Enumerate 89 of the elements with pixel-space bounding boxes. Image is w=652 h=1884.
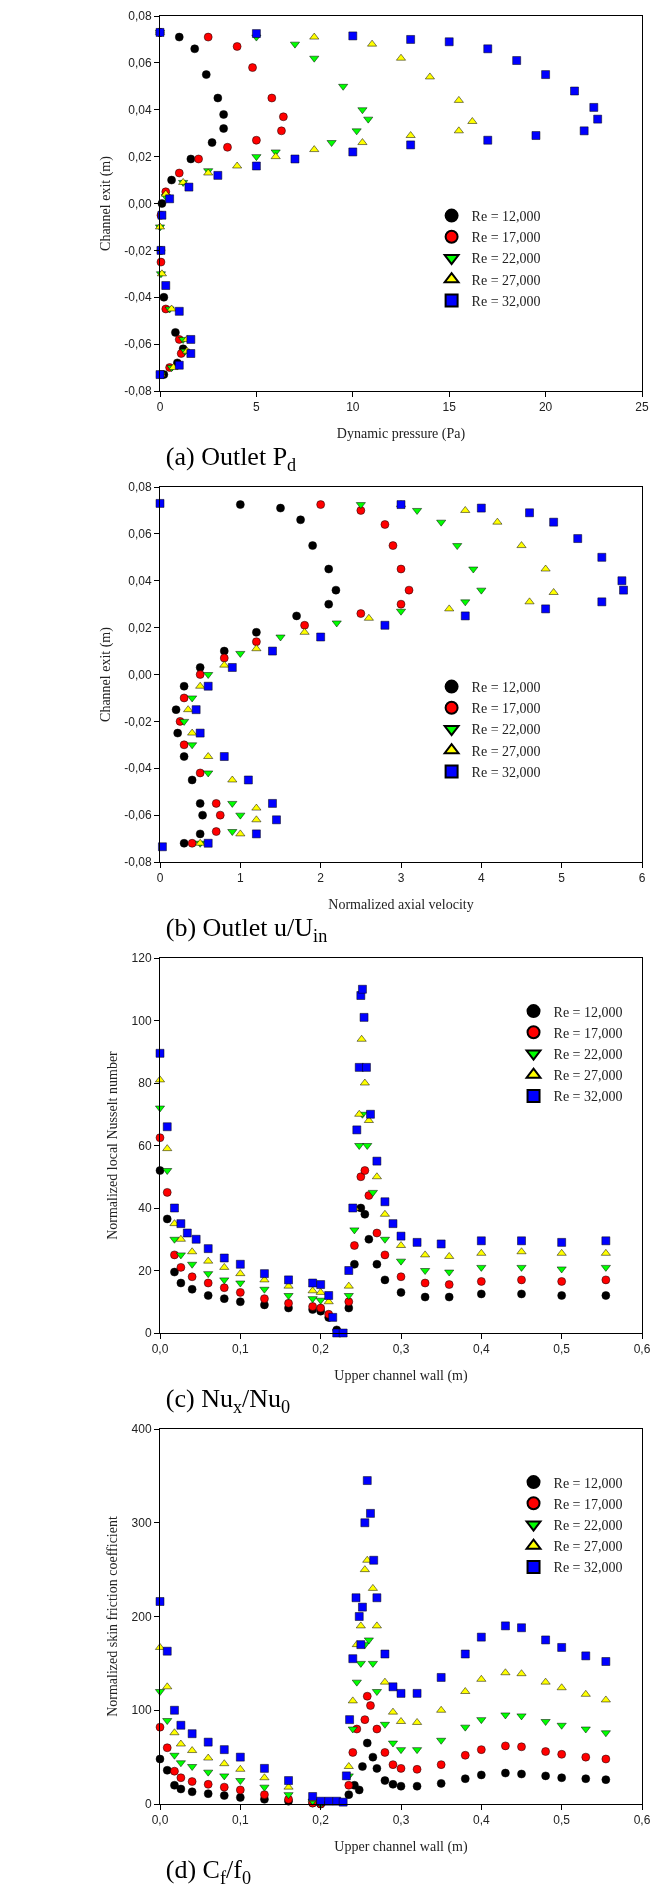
legend-label: Re = 27,000 [553,1539,623,1555]
y-tick-label: 0,06 [128,56,152,71]
legend-label: Re = 22,000 [471,251,541,267]
x-axis-title: Upper channel wall (m) [334,1367,468,1384]
x-tick-label: 0,1 [231,1342,249,1357]
x-tick-label: 0 [156,400,164,415]
legend-label: Re = 17,000 [553,1496,623,1512]
x-tick-label: 0,2 [312,1813,330,1828]
x-tick-label: 25 [635,400,649,415]
x-tick-label: 0 [156,871,164,886]
x-tick-label: 4 [477,871,485,886]
legend-label: Re = 12,000 [553,1475,623,1491]
y-tick-label: -0,06 [124,337,152,352]
y-tick-label: 120 [131,951,152,966]
legend-label: Re = 22,000 [553,1517,623,1533]
y-tick-label: 20 [138,1263,152,1278]
x-tick-label: 0,3 [392,1813,410,1828]
y-tick-label: 0,08 [128,480,152,495]
x-tick-label: 0,1 [231,1813,249,1828]
y-tick-label: 0 [144,1797,152,1812]
x-tick-label: 1 [236,871,244,886]
y-tick-label: 0,04 [128,102,152,117]
x-tick-label: 2 [317,871,325,886]
x-tick-label: 0,0 [151,1342,169,1357]
text: (d) C$_{f}$/f$_{0}$ [165,1855,251,1884]
x-tick-label: 0,6 [633,1813,651,1828]
x-tick-label: 0,3 [392,1342,410,1357]
legend-label: Re = 17,000 [471,230,541,246]
y-axis-title: Normalized skin friction coefficient [105,1516,121,1717]
y-tick-label: -0,06 [124,808,152,823]
legend-label: Re = 32,000 [471,764,541,780]
legend-label: Re = 27,000 [553,1068,623,1084]
text: (a) Outlet P$_{d}$ [165,442,297,475]
x-axis-title: Normalized axial velocity [328,896,474,912]
x-tick-label: 0,5 [553,1342,571,1357]
text: (b) Outlet u/U$_{in}$ [165,913,328,946]
y-tick-label: 0,00 [128,196,152,211]
y-axis-title: Channel exit (m) [97,626,114,722]
y-axis-title: Channel exit (m) [97,155,114,251]
y-tick-label: 200 [131,1609,152,1624]
x-tick-label: 0,6 [633,1342,651,1357]
legend-label: Re = 22,000 [553,1046,623,1062]
y-tick-label: 0,06 [128,527,152,542]
y-tick-label: 60 [138,1138,152,1153]
x-axis-title: Dynamic pressure (Pa) [336,425,466,442]
x-tick-label: 3 [397,871,405,886]
legend-label: Re = 12,000 [553,1004,623,1020]
x-tick-label: 0,0 [151,1813,169,1828]
legend-label: Re = 32,000 [553,1560,623,1576]
y-tick-label: 0,02 [128,620,152,635]
y-tick-label: 0,04 [128,573,152,588]
y-tick-label: 0,02 [128,149,152,164]
x-axis-title: Upper channel wall (m) [334,1838,468,1855]
y-tick-label: -0,04 [124,761,152,776]
y-tick-label: 400 [131,1422,152,1437]
y-tick-label: 300 [131,1515,152,1530]
legend-label: Re = 12,000 [471,209,541,225]
x-tick-label: 0,2 [312,1342,330,1357]
x-tick-label: 0,5 [553,1813,571,1828]
legend-label: Re = 17,000 [471,701,541,717]
legend-label: Re = 32,000 [471,293,541,309]
text: (c) Nu$_{x}$/Nu$_{0}$ [165,1384,291,1417]
y-tick-label: 40 [138,1201,152,1216]
y-tick-label: 0,00 [128,667,152,682]
y-tick-label: -0,08 [124,384,152,399]
y-tick-label: 0,08 [128,9,152,24]
x-tick-label: 5 [253,400,261,415]
x-tick-label: 6 [638,871,646,886]
legend-label: Re = 17,000 [553,1025,623,1041]
x-tick-label: 10 [346,400,360,415]
legend-label: Re = 32,000 [553,1089,623,1105]
x-tick-label: 20 [538,400,553,415]
y-axis-title: Normalized local Nusselt number [105,1050,121,1240]
x-tick-label: 5 [558,871,566,886]
y-tick-label: 100 [131,1013,152,1028]
y-tick-label: -0,04 [124,290,152,305]
legend-label: Re = 27,000 [471,272,541,288]
legend-label: Re = 22,000 [471,722,541,738]
x-tick-label: 15 [442,400,457,415]
x-tick-label: 0,4 [472,1813,490,1828]
legend-label: Re = 27,000 [471,743,541,759]
y-tick-label: 80 [138,1076,152,1091]
y-tick-label: -0,08 [124,855,152,870]
legend-label: Re = 12,000 [471,680,541,696]
y-tick-label: 0 [144,1326,152,1341]
y-tick-label: -0,02 [124,714,152,729]
x-tick-label: 0,4 [472,1342,490,1357]
y-tick-label: -0,02 [124,243,152,258]
y-tick-label: 100 [131,1703,152,1718]
